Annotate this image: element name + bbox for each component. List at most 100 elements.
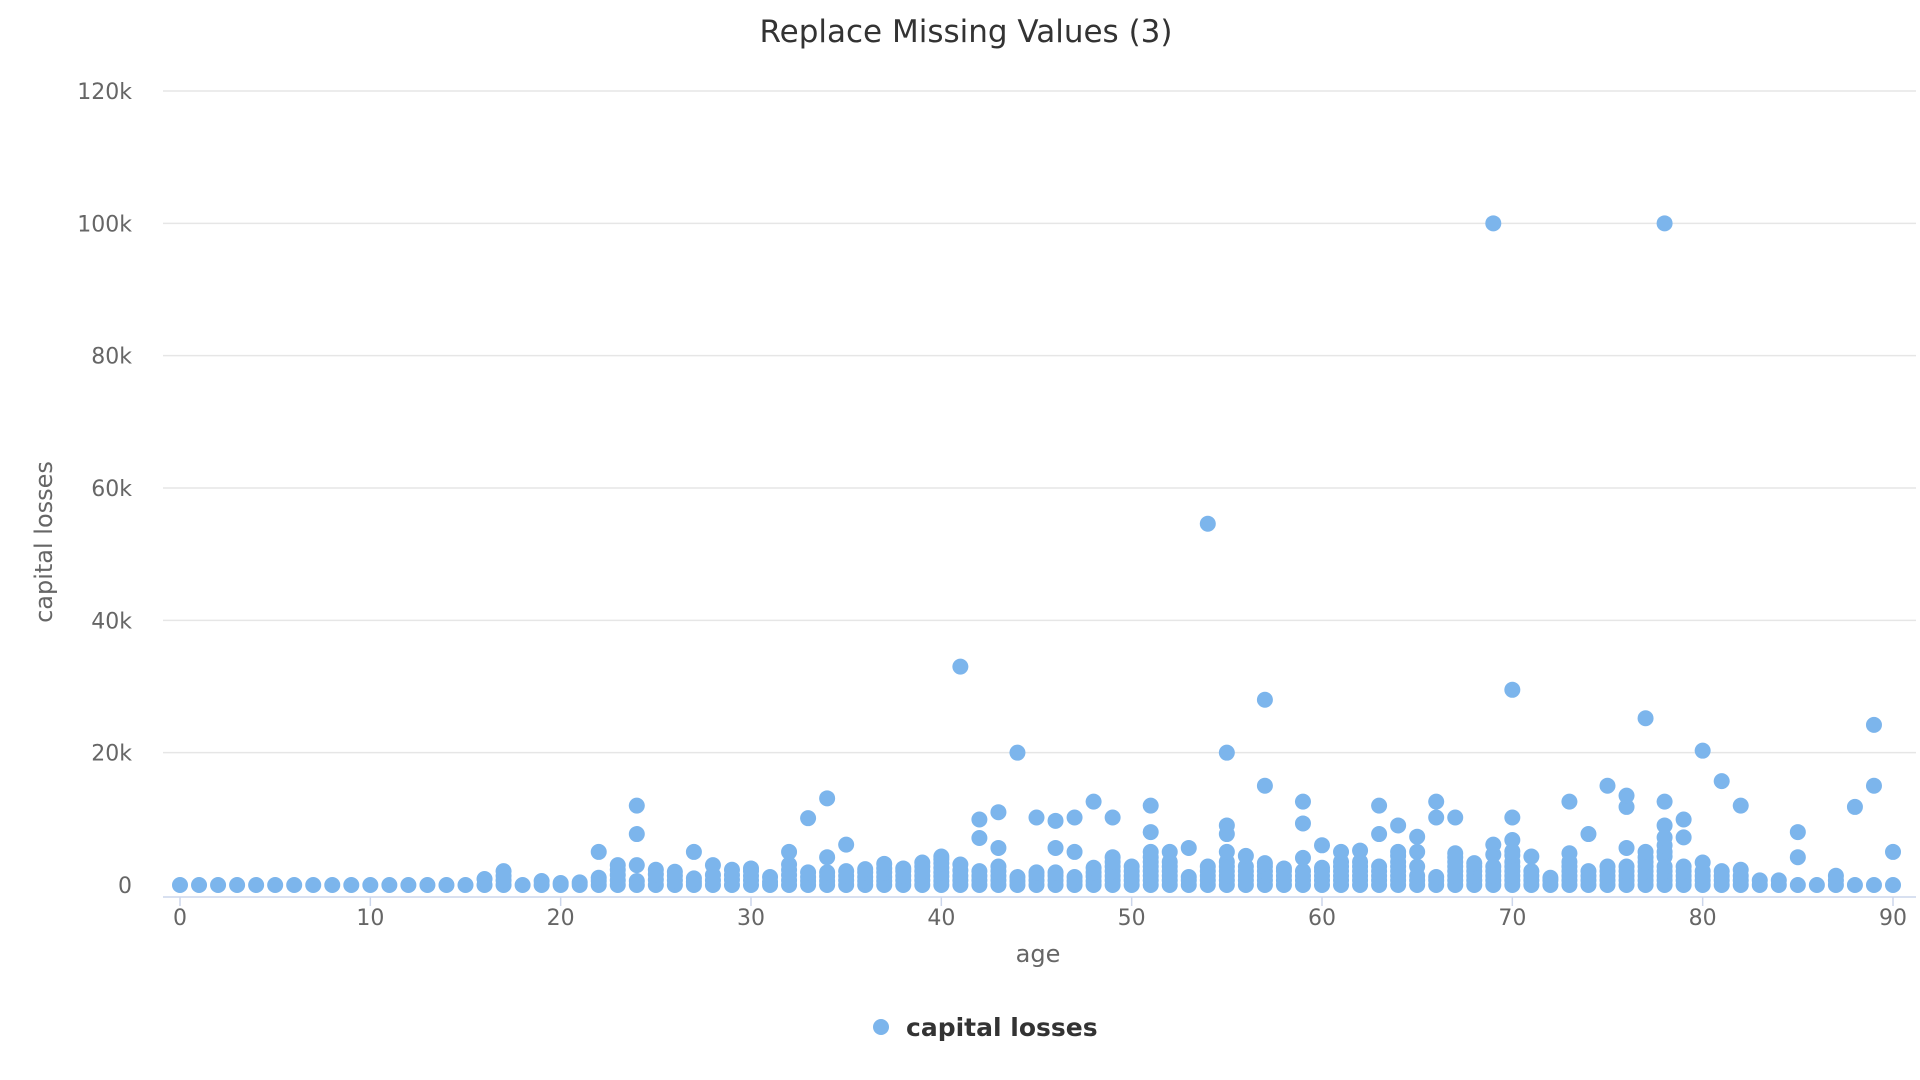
data-point[interactable] bbox=[1352, 853, 1369, 870]
data-point[interactable] bbox=[248, 877, 265, 893]
data-point[interactable] bbox=[685, 843, 702, 860]
data-point[interactable] bbox=[762, 869, 779, 886]
legend[interactable]: capital losses bbox=[873, 1013, 1098, 1042]
data-point[interactable] bbox=[1504, 681, 1521, 698]
data-point[interactable] bbox=[1371, 826, 1388, 843]
data-point[interactable] bbox=[819, 864, 836, 881]
data-point[interactable] bbox=[1618, 839, 1635, 856]
data-point[interactable] bbox=[1409, 828, 1426, 845]
data-point[interactable] bbox=[1294, 863, 1311, 880]
data-point[interactable] bbox=[628, 826, 645, 843]
data-point[interactable] bbox=[438, 877, 455, 893]
data-point[interactable] bbox=[1656, 829, 1673, 846]
data-point[interactable] bbox=[1485, 858, 1502, 875]
data-point[interactable] bbox=[1333, 843, 1350, 860]
data-point[interactable] bbox=[1694, 854, 1711, 871]
data-point[interactable] bbox=[1770, 872, 1787, 889]
data-point[interactable] bbox=[1694, 742, 1711, 759]
data-point[interactable] bbox=[1256, 777, 1273, 794]
data-point[interactable] bbox=[1732, 861, 1749, 878]
data-point[interactable] bbox=[1466, 855, 1483, 872]
data-point[interactable] bbox=[781, 843, 798, 860]
data-point[interactable] bbox=[552, 875, 569, 892]
data-point[interactable] bbox=[1618, 787, 1635, 804]
data-point[interactable] bbox=[400, 877, 417, 893]
data-point[interactable] bbox=[1047, 812, 1064, 829]
data-point[interactable] bbox=[1713, 863, 1730, 880]
data-point[interactable] bbox=[1085, 859, 1102, 876]
data-point[interactable] bbox=[1009, 869, 1026, 886]
data-point[interactable] bbox=[1199, 858, 1216, 875]
data-point[interactable] bbox=[1637, 843, 1654, 860]
data-point[interactable] bbox=[381, 877, 398, 893]
data-point[interactable] bbox=[1428, 793, 1445, 810]
data-point[interactable] bbox=[800, 810, 817, 827]
data-point[interactable] bbox=[857, 861, 874, 878]
data-point[interactable] bbox=[1294, 815, 1311, 832]
data-point[interactable] bbox=[1028, 809, 1045, 826]
data-point[interactable] bbox=[666, 863, 683, 880]
legend-marker[interactable] bbox=[873, 1019, 889, 1035]
data-point[interactable] bbox=[1618, 858, 1635, 875]
data-point[interactable] bbox=[1656, 215, 1673, 232]
data-point[interactable] bbox=[1504, 843, 1521, 860]
data-point[interactable] bbox=[1865, 716, 1882, 733]
data-point[interactable] bbox=[1885, 843, 1901, 860]
data-point[interactable] bbox=[1256, 691, 1273, 708]
data-point[interactable] bbox=[819, 790, 836, 807]
data-point[interactable] bbox=[1447, 845, 1464, 862]
data-point[interactable] bbox=[305, 877, 322, 893]
data-point[interactable] bbox=[971, 830, 988, 847]
data-point[interactable] bbox=[1123, 858, 1140, 875]
data-point[interactable] bbox=[1066, 843, 1083, 860]
data-point[interactable] bbox=[1142, 824, 1159, 841]
data-point[interactable] bbox=[1523, 863, 1540, 880]
data-point[interactable] bbox=[1789, 849, 1806, 866]
data-point[interactable] bbox=[476, 871, 493, 888]
data-point[interactable] bbox=[1028, 864, 1045, 881]
data-point[interactable] bbox=[971, 811, 988, 828]
data-point[interactable] bbox=[1656, 817, 1673, 834]
data-point[interactable] bbox=[990, 804, 1007, 821]
data-point[interactable] bbox=[1561, 845, 1578, 862]
data-point[interactable] bbox=[1275, 860, 1292, 877]
data-point[interactable] bbox=[1180, 869, 1197, 886]
data-point[interactable] bbox=[1504, 809, 1521, 826]
data-point[interactable] bbox=[1865, 877, 1882, 893]
data-point[interactable] bbox=[1180, 839, 1197, 856]
data-point[interactable] bbox=[1580, 826, 1597, 843]
data-point[interactable] bbox=[229, 877, 246, 893]
data-point[interactable] bbox=[191, 877, 208, 893]
data-point[interactable] bbox=[533, 873, 550, 890]
data-point[interactable] bbox=[590, 869, 607, 886]
data-point[interactable] bbox=[895, 860, 912, 877]
data-point[interactable] bbox=[1199, 515, 1216, 532]
data-point[interactable] bbox=[1827, 867, 1844, 884]
data-point[interactable] bbox=[1142, 843, 1159, 860]
data-point[interactable] bbox=[267, 877, 284, 893]
data-point[interactable] bbox=[971, 863, 988, 880]
data-point[interactable] bbox=[1104, 809, 1121, 826]
data-point[interactable] bbox=[723, 861, 740, 878]
data-point[interactable] bbox=[1732, 797, 1749, 814]
data-point[interactable] bbox=[704, 857, 721, 874]
data-point[interactable] bbox=[1104, 849, 1121, 866]
data-point[interactable] bbox=[1580, 863, 1597, 880]
data-point[interactable] bbox=[1846, 877, 1863, 893]
data-point[interactable] bbox=[1808, 877, 1825, 893]
data-point[interactable] bbox=[1846, 798, 1863, 815]
data-point[interactable] bbox=[933, 848, 950, 865]
data-point[interactable] bbox=[172, 877, 188, 893]
data-point[interactable] bbox=[1865, 777, 1882, 794]
data-point[interactable] bbox=[685, 870, 702, 887]
data-point[interactable] bbox=[1256, 855, 1273, 872]
data-point[interactable] bbox=[1409, 858, 1426, 875]
data-point[interactable] bbox=[876, 855, 893, 872]
data-point[interactable] bbox=[324, 877, 341, 893]
data-point[interactable] bbox=[495, 863, 512, 880]
data-point[interactable] bbox=[1390, 817, 1407, 834]
data-point[interactable] bbox=[1142, 797, 1159, 814]
data-point[interactable] bbox=[1675, 829, 1692, 846]
data-point[interactable] bbox=[1447, 809, 1464, 826]
data-point[interactable] bbox=[1618, 798, 1635, 815]
